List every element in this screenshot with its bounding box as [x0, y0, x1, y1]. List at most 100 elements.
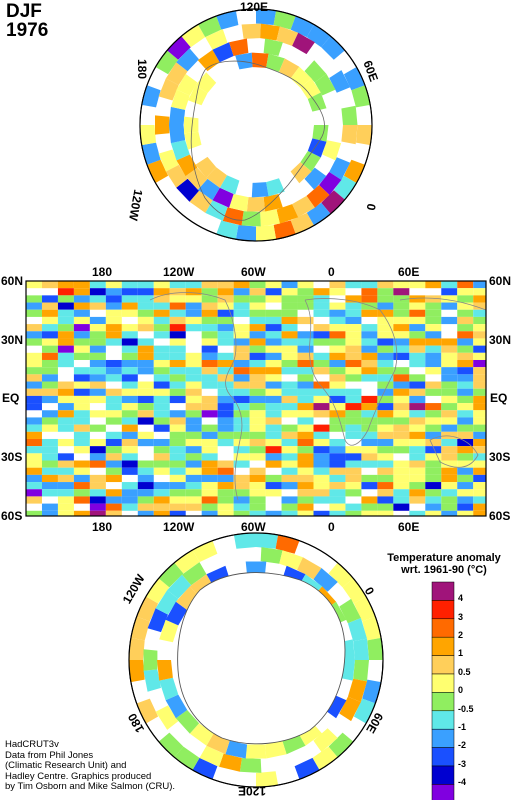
anomaly-cell: [339, 598, 361, 624]
anomaly-cell: [409, 281, 426, 289]
anomaly-cell: [167, 36, 191, 60]
anomaly-cell: [329, 489, 346, 497]
anomaly-cell: [279, 58, 300, 79]
anomaly-cell: [393, 324, 410, 332]
anomaly-cell: [249, 388, 266, 396]
anomaly-cell: [26, 438, 42, 447]
lon-bottom-60e: 60E: [398, 520, 420, 534]
anomaly-cell: [233, 374, 250, 382]
anomaly-cell: [377, 302, 394, 310]
anomaly-cell: [169, 482, 186, 490]
anomaly-cell: [297, 496, 314, 504]
anomaly-cell: [321, 36, 345, 60]
anomaly-cell: [328, 732, 354, 758]
anomaly-cell: [41, 302, 58, 310]
anomaly-cell: [136, 698, 159, 724]
anomaly-cell: [216, 220, 239, 240]
anomaly-cell: [313, 309, 330, 317]
legend-title: Temperature anomaly wrt. 1961-90 (°C): [382, 552, 506, 576]
anomaly-cell: [201, 281, 218, 289]
anomaly-cell: [158, 732, 184, 758]
anomaly-cell: [377, 467, 394, 475]
credit-line-5: by Tim Osborn and Mike Salmon (CRU).: [5, 781, 175, 792]
anomaly-cell: [169, 295, 186, 303]
anomaly-cell: [185, 431, 202, 439]
anomaly-cell: [393, 403, 410, 411]
anomaly-cell: [105, 496, 122, 504]
anomaly-cell: [41, 345, 58, 353]
anomaly-cell: [333, 175, 357, 200]
anomaly-cell: [329, 482, 346, 490]
anomaly-cell: [26, 510, 42, 516]
anomaly-cell: [362, 616, 382, 641]
anomaly-cell: [345, 367, 362, 375]
anomaly-cell: [313, 453, 330, 461]
anomaly-cell: [201, 381, 218, 389]
anomaly-cell: [73, 295, 90, 303]
anomaly-cell: [57, 460, 74, 468]
anomaly-cell: [292, 32, 315, 55]
anomaly-cell: [217, 496, 234, 504]
anomaly-cell: [26, 424, 42, 432]
anomaly-cell: [105, 489, 122, 497]
anomaly-cell: [57, 345, 74, 353]
anomaly-cell: [73, 288, 90, 296]
anomaly-cell: [130, 616, 150, 641]
anomaly-cell: [153, 359, 170, 368]
anomaly-cell: [409, 316, 426, 325]
anomaly-cell: [361, 367, 378, 375]
anomaly-cell: [313, 510, 330, 516]
anomaly-cell: [345, 324, 362, 332]
anomaly-cell: [169, 496, 186, 504]
anomaly-cell: [313, 403, 330, 411]
anomaly-cell: [249, 431, 266, 439]
anomaly-cell: [105, 309, 122, 317]
anomaly-cell: [212, 42, 234, 63]
anomaly-cell: [265, 345, 282, 353]
anomaly-cell: [457, 503, 474, 511]
anomaly-cell: [362, 679, 382, 704]
anomaly-cell: [473, 460, 486, 468]
anomaly-cell: [281, 381, 298, 389]
anomaly-cell: [313, 438, 330, 447]
anomaly-cell: [217, 281, 234, 289]
anomaly-cell: [361, 324, 378, 332]
anomaly-cell: [265, 424, 282, 432]
anomaly-cell: [457, 295, 474, 303]
anomaly-cell: [473, 345, 486, 353]
anomaly-cell: [275, 534, 300, 554]
anomaly-cell: [201, 316, 218, 325]
anomaly-cell: [153, 345, 170, 353]
anomaly-cell: [201, 453, 218, 461]
anomaly-cell: [137, 359, 154, 368]
anomaly-cell: [249, 316, 266, 325]
lon-top-0: 0: [328, 265, 335, 279]
anomaly-cell: [297, 467, 314, 475]
anomaly-cell: [233, 395, 250, 404]
anomaly-cell: [297, 410, 314, 418]
anomaly-cell: [169, 106, 186, 125]
anomaly-cell: [217, 410, 234, 418]
anomaly-cell: [265, 438, 282, 447]
anomaly-cell: [169, 417, 186, 425]
anomaly-cell: [185, 438, 202, 447]
anomaly-cell: [57, 338, 74, 346]
anomaly-cell: [26, 331, 42, 339]
anomaly-cell: [26, 374, 42, 382]
anomaly-cell: [281, 467, 298, 475]
anomaly-cell: [159, 677, 179, 701]
anomaly-cell: [185, 302, 202, 310]
world-anomaly-cells: [26, 281, 486, 516]
anomaly-cell: [473, 302, 486, 310]
anomaly-cell: [297, 345, 314, 353]
anomaly-cell: [290, 16, 314, 38]
anomaly-cell: [329, 424, 346, 432]
anomaly-cell: [457, 482, 474, 490]
anomaly-cell: [329, 374, 346, 382]
anomaly-cell: [217, 338, 234, 346]
anomaly-cell: [457, 417, 474, 425]
anomaly-cell: [393, 410, 410, 418]
anomaly-cell: [235, 225, 256, 241]
anomaly-cell: [281, 503, 298, 511]
anomaly-cell: [121, 438, 138, 447]
